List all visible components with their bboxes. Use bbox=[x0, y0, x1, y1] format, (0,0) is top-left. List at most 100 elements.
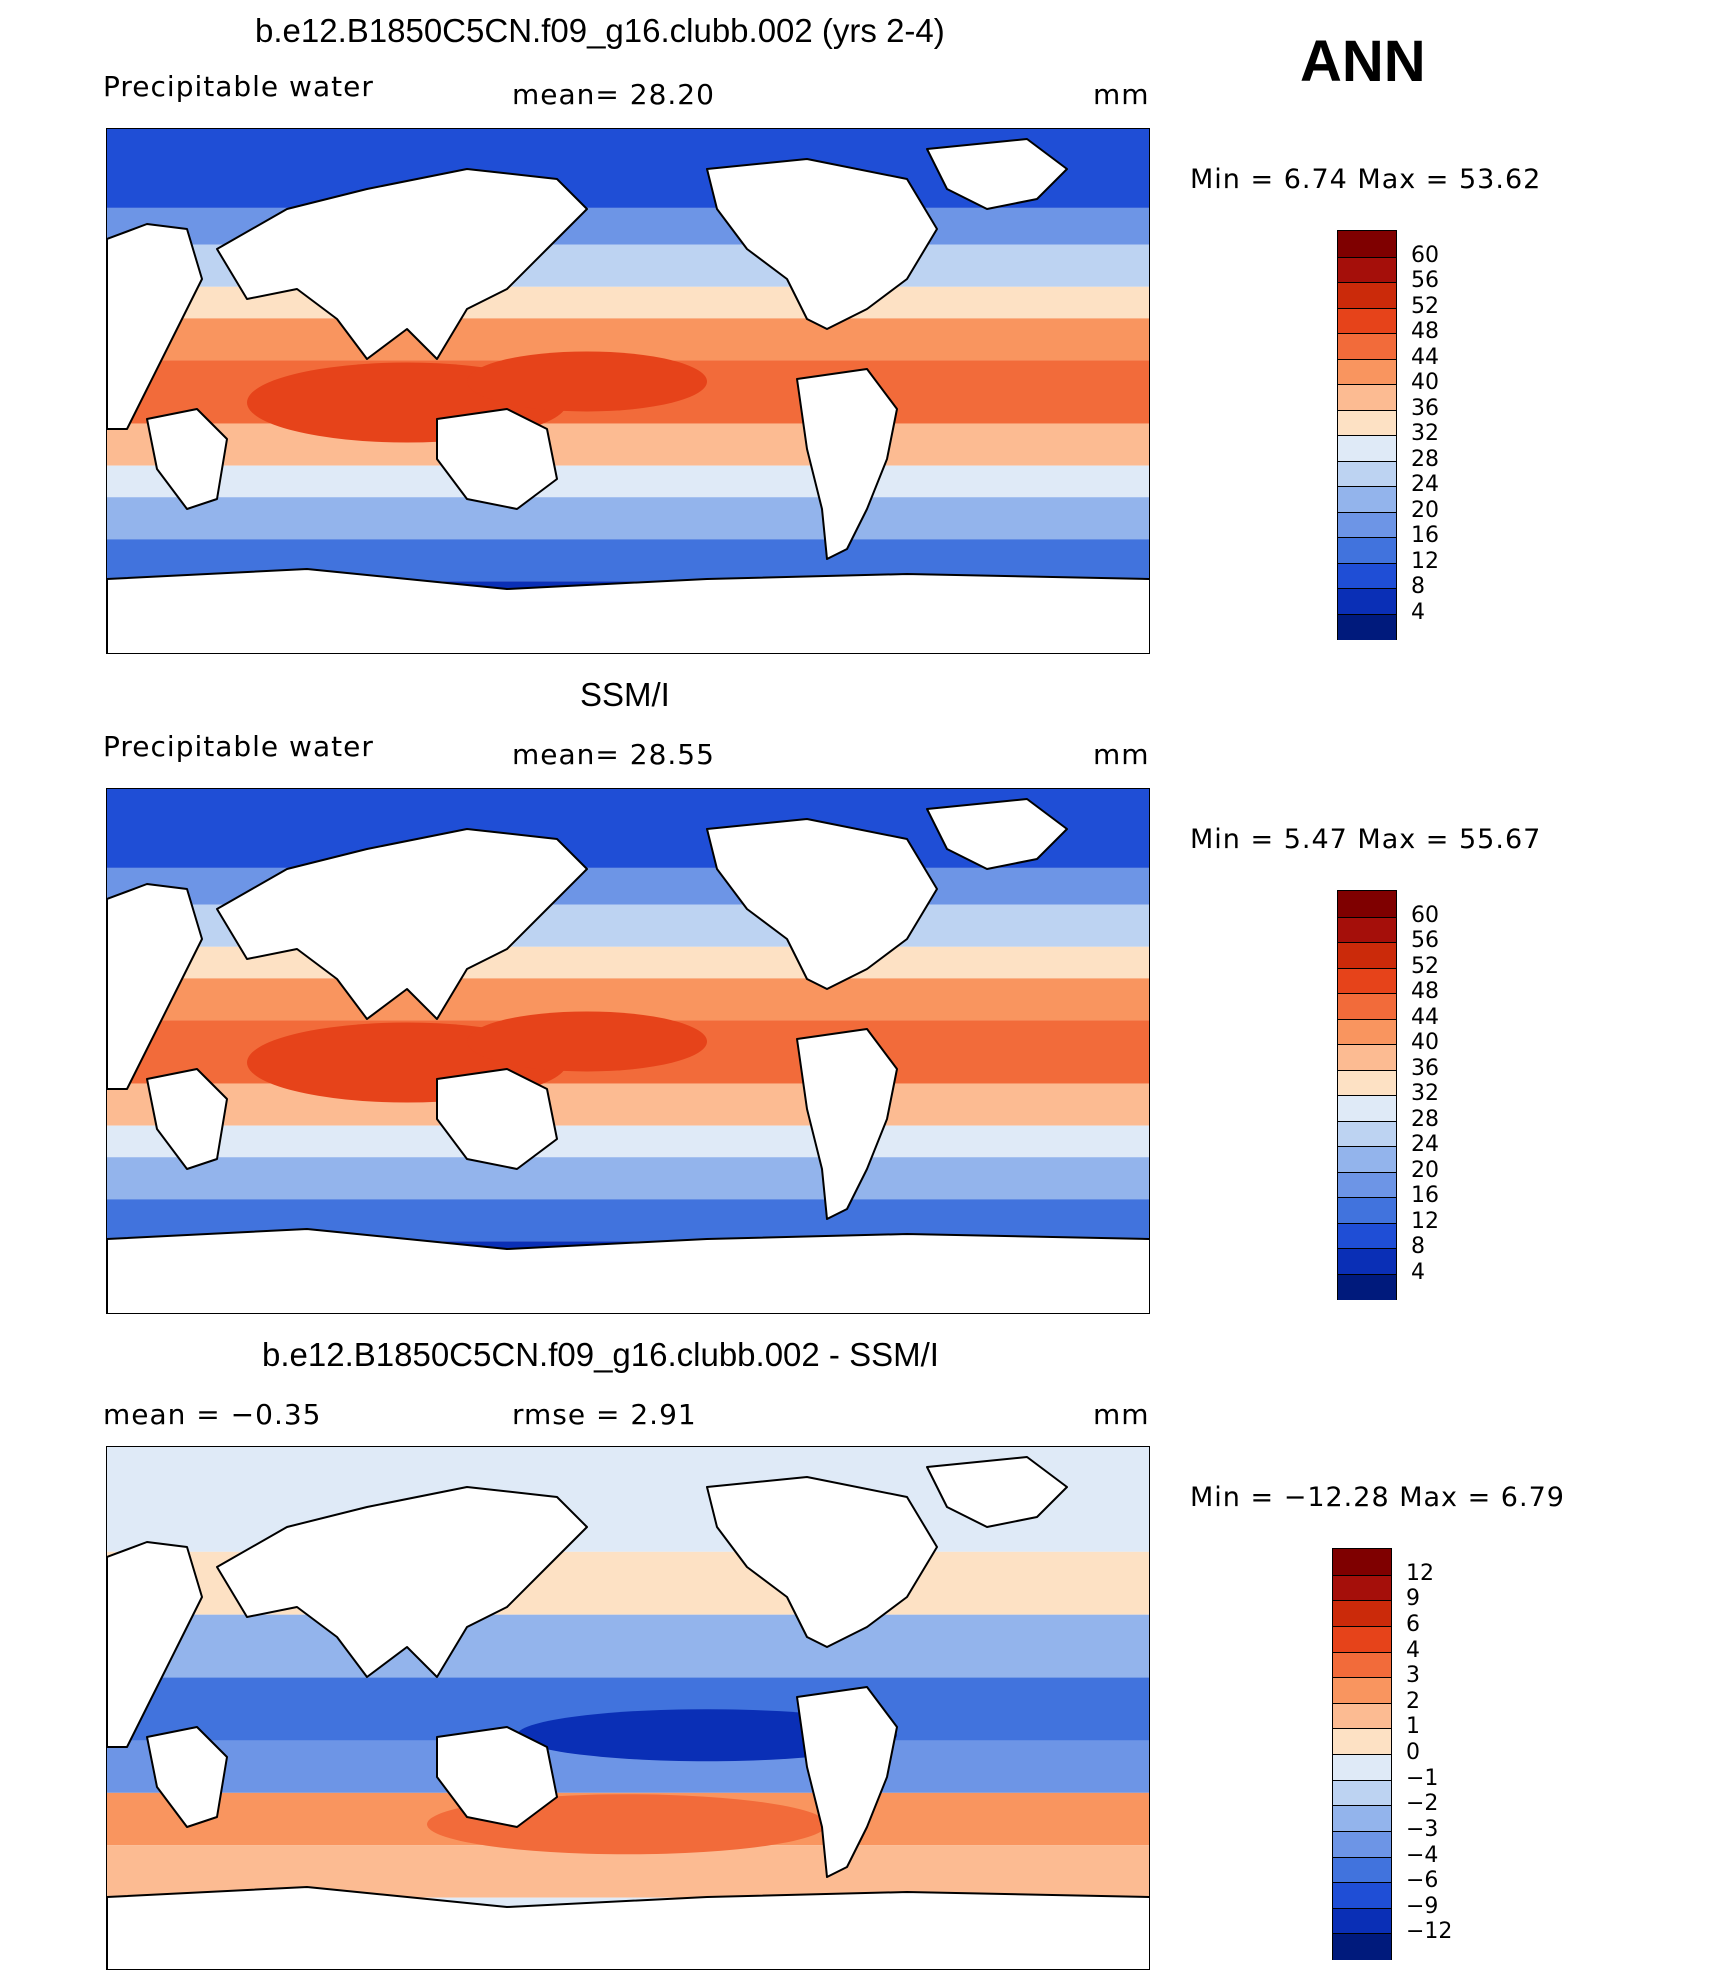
colorbar-segment bbox=[1333, 1651, 1391, 1679]
colorbar-tick-label: 48 bbox=[1411, 979, 1439, 1004]
colorbar-tick-label: 40 bbox=[1411, 1030, 1439, 1055]
colorbar-segment bbox=[1338, 1069, 1396, 1096]
colorbar-tick-label: 52 bbox=[1411, 953, 1439, 979]
colorbar-tick-label: 32 bbox=[1411, 421, 1439, 446]
field-band bbox=[107, 465, 1149, 498]
panel-obs-colorbar bbox=[1337, 890, 1397, 1300]
colorbar-segment bbox=[1333, 1625, 1391, 1653]
field-band bbox=[107, 1614, 1149, 1678]
colorbar-tick-label: 36 bbox=[1411, 395, 1439, 421]
continent-outline bbox=[107, 568, 1149, 653]
colorbar-segment bbox=[1333, 1677, 1391, 1704]
colorbar-tick-label: −12 bbox=[1406, 1919, 1453, 1945]
colorbar-segment bbox=[1338, 231, 1396, 257]
colorbar-segment bbox=[1338, 537, 1396, 564]
colorbar-tick-label: 24 bbox=[1411, 1132, 1439, 1157]
colorbar-tick-label: −1 bbox=[1406, 1765, 1439, 1791]
colorbar-segment bbox=[1338, 916, 1396, 943]
field-band bbox=[107, 497, 1149, 540]
colorbar-segment bbox=[1338, 460, 1396, 487]
colorbar-tick-label: 44 bbox=[1411, 344, 1439, 370]
colorbar-tick-label: 56 bbox=[1411, 268, 1439, 293]
colorbar-segment bbox=[1338, 435, 1396, 462]
colorbar-segment bbox=[1338, 891, 1396, 917]
colorbar-segment bbox=[1333, 1882, 1391, 1909]
continent-outline bbox=[926, 1456, 1068, 1528]
continent-outline bbox=[146, 1068, 228, 1170]
panel-model-minmax: Min = 6.74 Max = 53.62 bbox=[1190, 164, 1542, 195]
panel-diff-colorbar bbox=[1332, 1548, 1392, 1960]
colorbar-segment bbox=[1338, 1044, 1396, 1071]
continent-outline bbox=[796, 1028, 898, 1220]
colorbar-tick-label: 12 bbox=[1411, 1208, 1439, 1234]
colorbar-segment bbox=[1338, 1222, 1396, 1249]
colorbar-segment bbox=[1333, 1600, 1391, 1627]
colorbar-tick-label: 32 bbox=[1411, 1081, 1439, 1106]
panel-obs-units: mm bbox=[1093, 738, 1150, 771]
colorbar-segment bbox=[1338, 588, 1396, 615]
colorbar-tick-label: 16 bbox=[1411, 1183, 1439, 1208]
panel-diff-minmax: Min = −12.28 Max = 6.79 bbox=[1190, 1482, 1565, 1513]
colorbar-tick-label: 4 bbox=[1406, 1637, 1420, 1663]
colorbar-segment bbox=[1333, 1728, 1391, 1755]
continent-outline bbox=[436, 408, 558, 510]
panel-model-title: b.e12.B1850C5CN.f09_g16.clubb.002 (yrs 2… bbox=[255, 12, 945, 49]
panel-diff-map-svg bbox=[107, 1447, 1149, 1969]
colorbar-segment bbox=[1333, 1830, 1391, 1858]
continent-outline bbox=[796, 368, 898, 560]
colorbar-tick-label: 40 bbox=[1411, 370, 1439, 395]
season-label: ANN bbox=[1300, 29, 1426, 94]
panel-model-mean: mean= 28.20 bbox=[512, 78, 715, 111]
colorbar-tick-label: −3 bbox=[1406, 1816, 1439, 1842]
colorbar-segment bbox=[1338, 1120, 1396, 1147]
colorbar-segment bbox=[1338, 409, 1396, 436]
colorbar-tick-label: 56 bbox=[1411, 928, 1439, 953]
colorbar-tick-label: 2 bbox=[1406, 1688, 1420, 1714]
colorbar-segment bbox=[1333, 1779, 1391, 1807]
colorbar-segment bbox=[1338, 486, 1396, 513]
colorbar-tick-label: 44 bbox=[1411, 1004, 1439, 1030]
continent-outline bbox=[436, 1726, 558, 1828]
continent-outline bbox=[796, 1686, 898, 1878]
colorbar-segment bbox=[1338, 384, 1396, 411]
colorbar-tick-label: −4 bbox=[1406, 1842, 1439, 1868]
colorbar-segment bbox=[1338, 1146, 1396, 1173]
continent-outline bbox=[216, 1486, 588, 1678]
colorbar-segment bbox=[1338, 358, 1396, 385]
warm-pool bbox=[467, 351, 707, 412]
colorbar-tick-label: 16 bbox=[1411, 523, 1439, 548]
continent-outline bbox=[216, 168, 588, 360]
panel-model-map-svg bbox=[107, 129, 1149, 653]
continent-outline bbox=[107, 223, 203, 430]
continent-outline bbox=[706, 158, 938, 330]
colorbar-segment bbox=[1333, 1907, 1391, 1935]
colorbar-tick-label: −2 bbox=[1406, 1791, 1439, 1817]
panel-obs-mean: mean= 28.55 bbox=[512, 738, 715, 771]
colorbar-segment bbox=[1333, 1805, 1391, 1832]
colorbar-segment bbox=[1338, 1018, 1396, 1045]
colorbar-tick-label: 36 bbox=[1411, 1055, 1439, 1081]
panel-model-colorbar bbox=[1337, 230, 1397, 640]
colorbar-segment bbox=[1333, 1574, 1391, 1602]
colorbar-tick-label: 48 bbox=[1411, 319, 1439, 344]
colorbar-tick-label: 12 bbox=[1411, 548, 1439, 574]
continent-outline bbox=[107, 1228, 1149, 1313]
colorbar-segment bbox=[1338, 1197, 1396, 1224]
colorbar-tick-label: 24 bbox=[1411, 472, 1439, 497]
colorbar-segment bbox=[1338, 993, 1396, 1020]
panel-model-units: mm bbox=[1093, 78, 1150, 111]
continent-outline bbox=[107, 1886, 1149, 1969]
colorbar-tick-label: 8 bbox=[1411, 574, 1425, 599]
colorbar-segment bbox=[1333, 1933, 1391, 1960]
colorbar-segment bbox=[1338, 967, 1396, 994]
continent-outline bbox=[107, 1541, 203, 1748]
colorbar-segment bbox=[1333, 1754, 1391, 1781]
colorbar-tick-label: 4 bbox=[1411, 1259, 1425, 1285]
colorbar-segment bbox=[1333, 1702, 1391, 1730]
continent-outline bbox=[926, 798, 1068, 870]
colorbar-segment bbox=[1338, 333, 1396, 360]
panel-obs-minmax: Min = 5.47 Max = 55.67 bbox=[1190, 824, 1542, 855]
colorbar-tick-label: −9 bbox=[1406, 1893, 1439, 1919]
continent-outline bbox=[146, 1726, 228, 1828]
colorbar-segment bbox=[1338, 256, 1396, 283]
